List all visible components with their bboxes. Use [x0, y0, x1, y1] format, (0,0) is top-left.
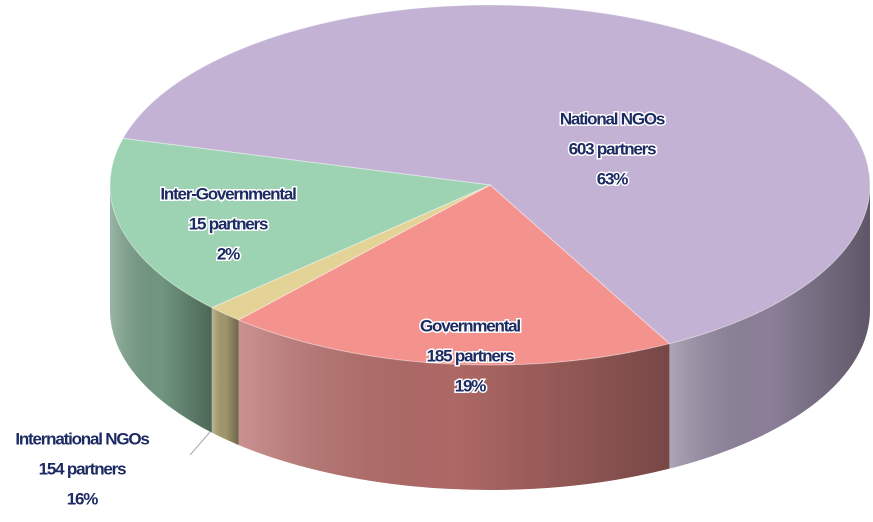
slice-percent-label: 63% — [597, 169, 629, 188]
slice-label: National NGOs — [560, 109, 665, 128]
slice-percent-label: 19% — [455, 376, 487, 395]
slice-label: Inter-Governmental — [160, 184, 296, 203]
slice — [122, 4, 871, 345]
slice-side-shade — [238, 319, 670, 490]
slice-side-shade — [211, 307, 239, 445]
slice-value-label: 603 partners — [569, 139, 656, 158]
slice — [237, 184, 671, 366]
pie-sides — [109, 185, 870, 490]
slice-side-shade — [669, 185, 870, 469]
slice-value-label: 154 partners — [39, 459, 126, 478]
slice-percent-label: 16% — [67, 489, 99, 508]
labels: National NGOs 603 partners 63% Governmental… — [14, 108, 668, 510]
leader-line — [189, 431, 211, 456]
slice-label: Governmental — [420, 316, 520, 335]
slice-percent-label: 2% — [217, 244, 240, 263]
slice — [210, 184, 491, 321]
slice-value-label: 15 partners — [189, 214, 268, 233]
slice-value-label: 185 partners — [427, 346, 514, 365]
slice-label: International NGOs — [15, 429, 149, 448]
slice — [109, 137, 492, 309]
pie-tops — [109, 4, 871, 366]
slice-side-shade — [109, 185, 212, 433]
